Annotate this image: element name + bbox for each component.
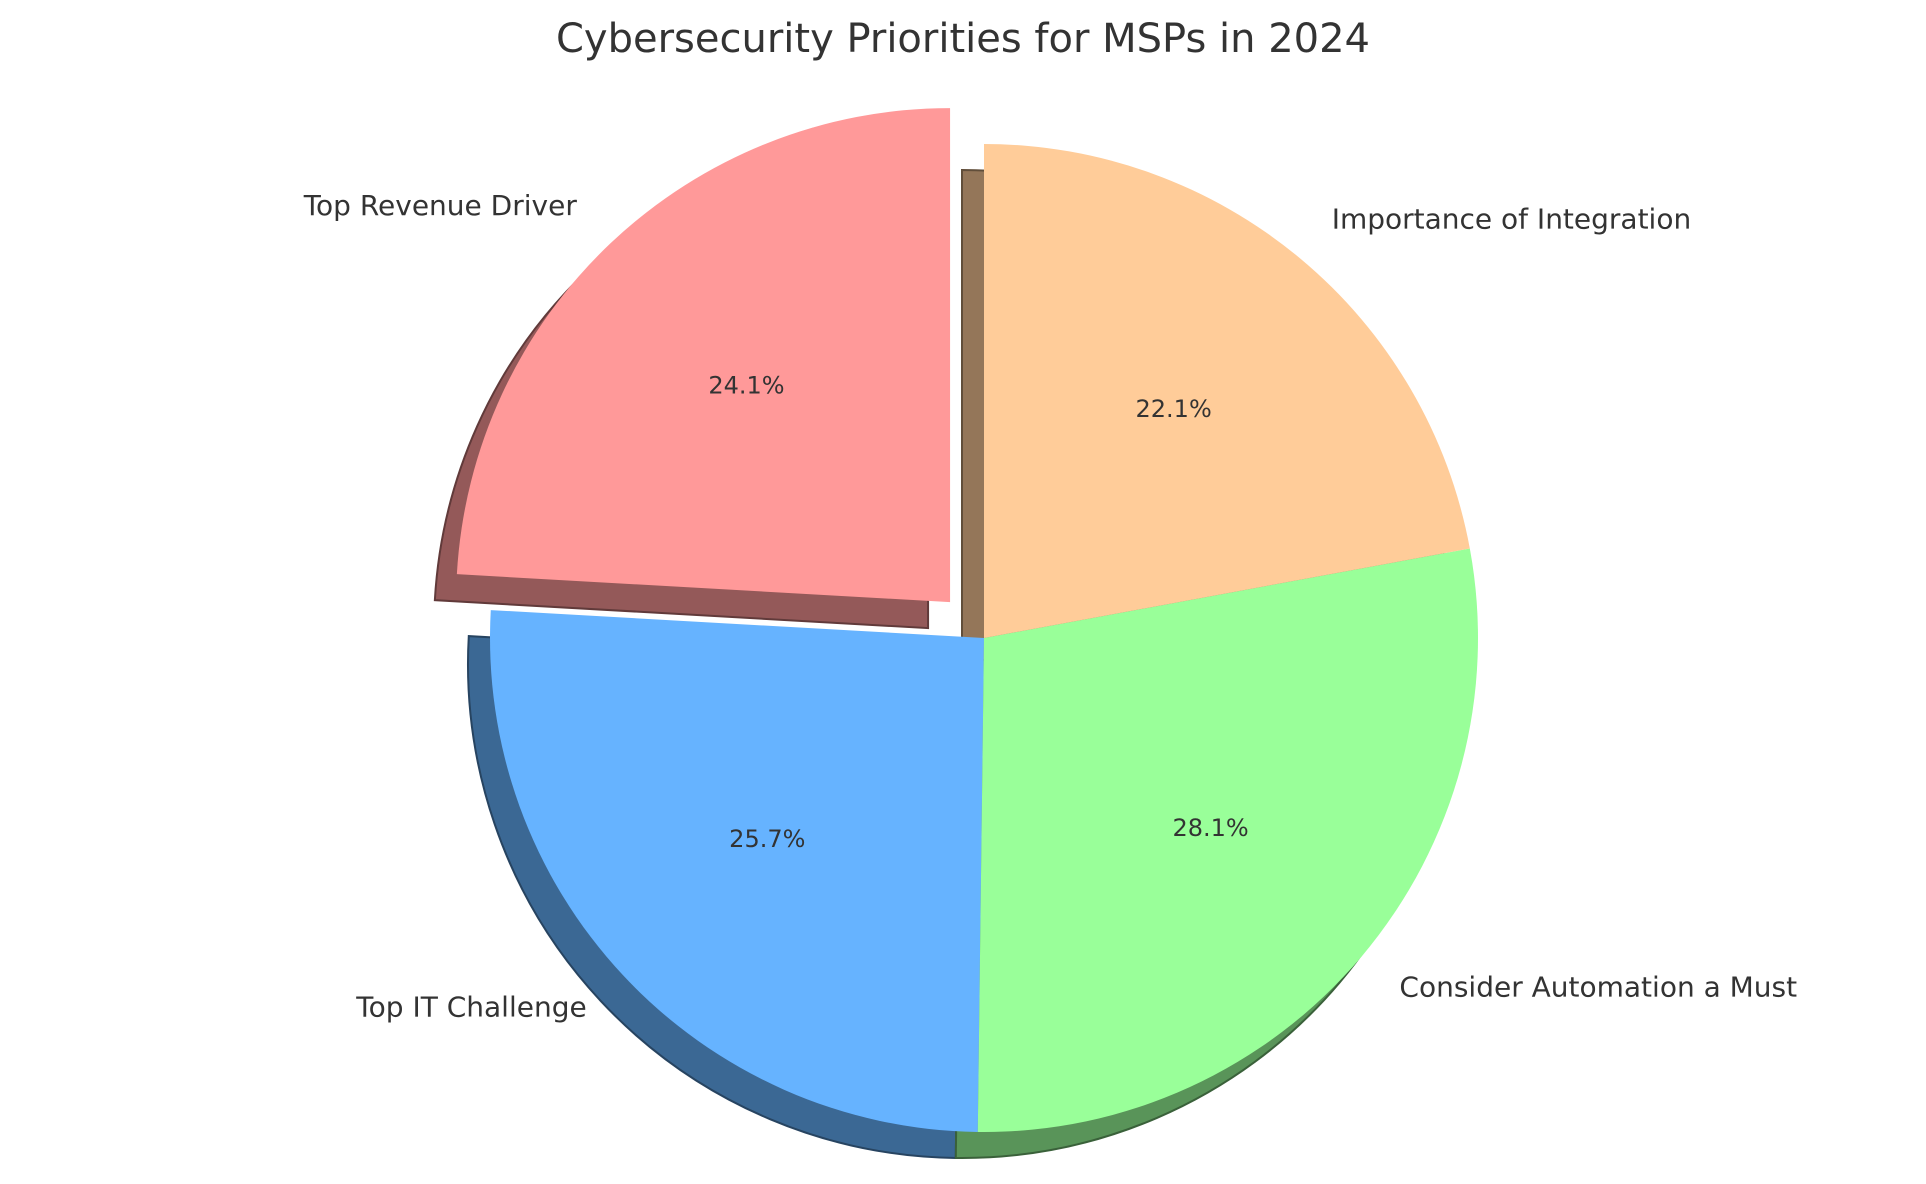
slice-layer — [456, 108, 1478, 1132]
pie-slice-importance-of-integration — [984, 144, 1470, 638]
slice-label-top-it-challenge: Top IT Challenge — [355, 991, 586, 1024]
slice-label-consider-automation-a-must: Consider Automation a Must — [1399, 970, 1797, 1003]
pie-slice-consider-automation-a-must — [977, 548, 1478, 1132]
chart-title: Cybersecurity Priorities for MSPs in 202… — [556, 16, 1370, 62]
slice-label-top-revenue-driver: Top Revenue Driver — [303, 189, 578, 222]
slice-label-importance-of-integration: Importance of Integration — [1332, 202, 1692, 235]
percent-label-importance-of-integration: 22.1% — [1136, 395, 1212, 423]
percent-label-top-it-challenge: 25.7% — [729, 825, 805, 853]
percent-label-consider-automation-a-must: 28.1% — [1172, 814, 1248, 842]
label-layer: Top Revenue Driver 24.1% Top IT Challenge 2… — [303, 189, 1797, 1024]
pie-slice-top-revenue-driver — [456, 108, 951, 603]
percent-label-top-revenue-driver: 24.1% — [708, 372, 784, 400]
pie-slice-top-it-challenge — [490, 610, 984, 1132]
